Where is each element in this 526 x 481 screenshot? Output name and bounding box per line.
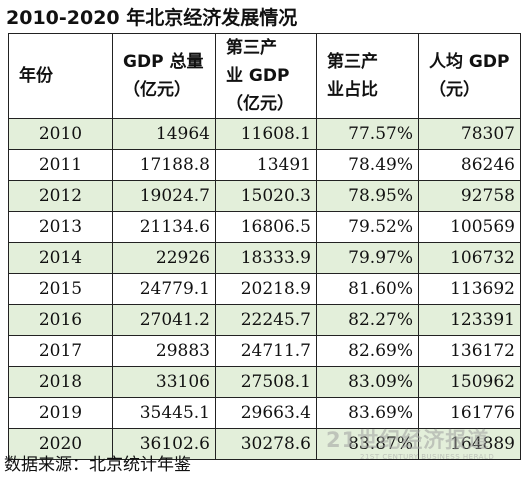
cell-tertiary-gdp: 18333.9: [215, 242, 317, 274]
cell-year: 2013: [8, 211, 113, 243]
header-gdp: GDP 总量 （亿元）: [112, 33, 216, 119]
table-row: 2016 27041.2 22245.7 82.27% 123391: [8, 304, 521, 336]
cell-year: 2014: [8, 242, 113, 274]
cell-tertiary-share: 78.95%: [316, 180, 419, 212]
cell-gdp: 24779.1: [112, 273, 216, 305]
cell-per-capita-gdp: 100569: [418, 211, 521, 243]
cell-gdp: 19024.7: [112, 180, 216, 212]
cell-gdp: 29883: [112, 335, 216, 367]
cell-year: 2010: [8, 118, 113, 150]
cell-tertiary-gdp: 16806.5: [215, 211, 317, 243]
table-row: 2014 22926 18333.9 79.97% 106732: [8, 242, 521, 274]
cell-per-capita-gdp: 78307: [418, 118, 521, 150]
cell-year: 2011: [8, 149, 113, 181]
table-row: 2015 24779.1 20218.9 81.60% 113692: [8, 273, 521, 305]
cell-tertiary-share: 83.09%: [316, 366, 419, 398]
source-note: 数据来源：北京统计年鉴: [4, 455, 191, 475]
cell-tertiary-share: 77.57%: [316, 118, 419, 150]
cell-gdp: 35445.1: [112, 397, 216, 429]
cell-per-capita-gdp: 161776: [418, 397, 521, 429]
cell-year: 2015: [8, 273, 113, 305]
cell-per-capita-gdp: 164889: [418, 428, 521, 460]
cell-gdp: 27041.2: [112, 304, 216, 336]
cell-gdp: 17188.8: [112, 149, 216, 181]
cell-tertiary-share: 83.87%: [316, 428, 419, 460]
header-tertiary-gdp: 第三产 业 GDP （亿元）: [215, 33, 317, 119]
table-header-row: 年份 GDP 总量 （亿元） 第三产 业 GDP （亿元） 第三产 业占比 人均…: [8, 33, 521, 119]
cell-per-capita-gdp: 106732: [418, 242, 521, 274]
table-row: 2010 14964 11608.1 77.57% 78307: [8, 118, 521, 150]
page-title: 2010-2020 年北京经济发展情况: [6, 7, 298, 29]
cell-tertiary-gdp: 24711.7: [215, 335, 317, 367]
header-per-capita-gdp: 人均 GDP （元）: [418, 33, 521, 119]
cell-tertiary-gdp: 22245.7: [215, 304, 317, 336]
cell-per-capita-gdp: 92758: [418, 180, 521, 212]
table-row: 2019 35445.1 29663.4 83.69% 161776: [8, 397, 521, 429]
cell-tertiary-share: 79.97%: [316, 242, 419, 274]
cell-per-capita-gdp: 136172: [418, 335, 521, 367]
cell-tertiary-share: 81.60%: [316, 273, 419, 305]
cell-per-capita-gdp: 86246: [418, 149, 521, 181]
cell-gdp: 22926: [112, 242, 216, 274]
table-row: 2011 17188.8 13491 78.49% 86246: [8, 149, 521, 181]
table-row: 2020 36102.6 30278.6 83.87% 164889: [8, 428, 521, 460]
cell-tertiary-gdp: 29663.4: [215, 397, 317, 429]
cell-tertiary-share: 82.27%: [316, 304, 419, 336]
cell-year: 2018: [8, 366, 113, 398]
cell-tertiary-gdp: 27508.1: [215, 366, 317, 398]
data-table: 年份 GDP 总量 （亿元） 第三产 业 GDP （亿元） 第三产 业占比 人均…: [8, 33, 521, 460]
table-row: 2017 29883 24711.7 82.69% 136172: [8, 335, 521, 367]
table-row: 2018 33106 27508.1 83.09% 150962: [8, 366, 521, 398]
cell-tertiary-share: 79.52%: [316, 211, 419, 243]
cell-tertiary-gdp: 30278.6: [215, 428, 317, 460]
table-row: 2012 19024.7 15020.3 78.95% 92758: [8, 180, 521, 212]
cell-tertiary-gdp: 11608.1: [215, 118, 317, 150]
cell-year: 2017: [8, 335, 113, 367]
cell-year: 2012: [8, 180, 113, 212]
cell-tertiary-share: 83.69%: [316, 397, 419, 429]
cell-per-capita-gdp: 113692: [418, 273, 521, 305]
cell-year: 2016: [8, 304, 113, 336]
cell-tertiary-share: 78.49%: [316, 149, 419, 181]
cell-year: 2019: [8, 397, 113, 429]
cell-gdp: 14964: [112, 118, 216, 150]
cell-tertiary-gdp: 20218.9: [215, 273, 317, 305]
cell-per-capita-gdp: 123391: [418, 304, 521, 336]
header-tertiary-share: 第三产 业占比: [316, 33, 419, 119]
cell-tertiary-gdp: 15020.3: [215, 180, 317, 212]
cell-gdp: 21134.6: [112, 211, 216, 243]
table-row: 2013 21134.6 16806.5 79.52% 100569: [8, 211, 521, 243]
table-body: 2010 14964 11608.1 77.57% 78307 2011 17188.8 13…: [8, 118, 521, 460]
cell-tertiary-gdp: 13491: [215, 149, 317, 181]
cell-per-capita-gdp: 150962: [418, 366, 521, 398]
cell-gdp: 33106: [112, 366, 216, 398]
cell-year: 2020: [8, 428, 113, 460]
cell-tertiary-share: 82.69%: [316, 335, 419, 367]
header-year: 年份: [8, 33, 113, 119]
